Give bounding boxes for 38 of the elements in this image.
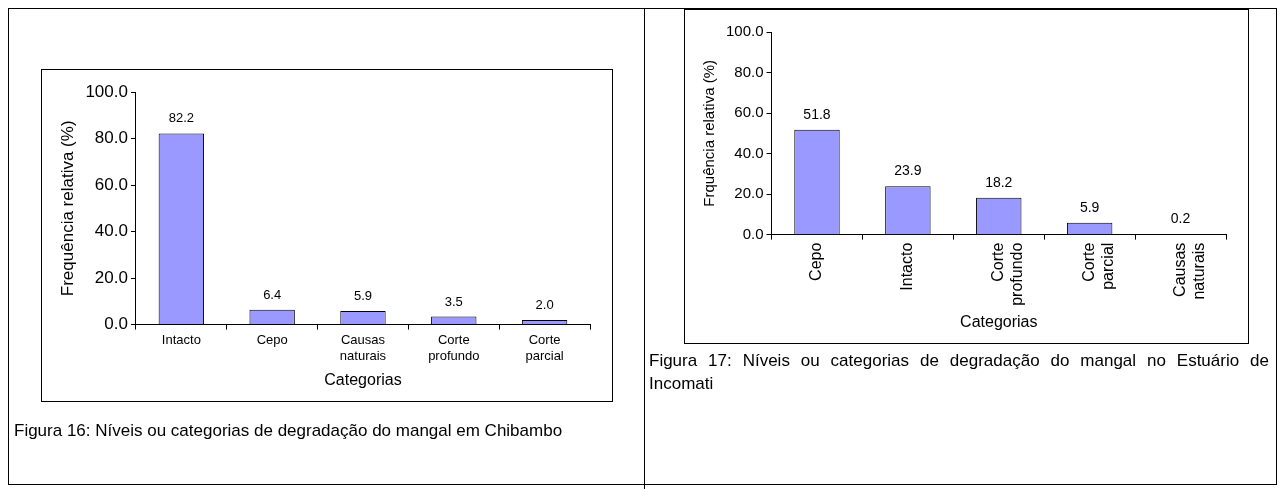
data-label: 5.9 [1079,198,1100,215]
x-axis-title: Categorias [960,312,1038,330]
data-label: 18.2 [985,173,1013,190]
data-label: 82.2 [168,110,194,126]
x-tick-label: Causas naturais [339,331,387,363]
x-tick-label: Intacto [898,242,916,291]
x-tick-label: Cepo [256,331,288,347]
y-tick-label: 100.0 [725,22,764,40]
data-label: 23.9 [894,162,922,179]
y-axis-title: Frquência relativa (%) [700,59,718,207]
data-label: 51.8 [803,105,831,122]
x-tick-label: Intacto [161,331,201,347]
y-tick-label: 0.0 [104,314,128,334]
y-tick-label: 60.0 [94,174,128,194]
y-tick-label: 80.0 [734,62,764,80]
y-axis-title: Frequência relativa (%) [57,120,77,297]
x-tick-label: Corte profundo [989,242,1026,306]
y-tick-label: 40.0 [734,143,764,161]
y-tick-label: 0.0 [742,224,764,242]
data-label: 5.9 [353,287,373,303]
y-tick-label: 20.0 [734,184,764,202]
y-tick-label: 80.0 [94,128,128,148]
x-tick-label: Corte parcial [1080,242,1117,290]
y-tick-label: 40.0 [94,221,128,241]
text: Figura 16: Níveis ou categorias de degradação do mangal em Chibambo [14,420,564,442]
text: Figura 17: Níveis ou categorias de degradação do mangal no Estuário de Incomati [649,350,1269,395]
data-label: 2.0 [535,297,554,313]
data-label: 3.5 [444,293,463,309]
y-tick-label: 100.0 [85,81,128,101]
x-axis-title: Categorias [324,370,402,388]
x-tick-label: Cepo [807,242,825,281]
data-label: 6.4 [263,286,282,302]
x-tick-label: Corte profundo [428,331,480,363]
x-tick-label: Corte parcial [525,331,564,363]
y-tick-label: 20.0 [94,267,128,287]
data-label: 0.2 [1170,210,1191,227]
x-tick-label: Causas naturais [1170,242,1208,300]
y-tick-label: 60.0 [734,103,764,121]
